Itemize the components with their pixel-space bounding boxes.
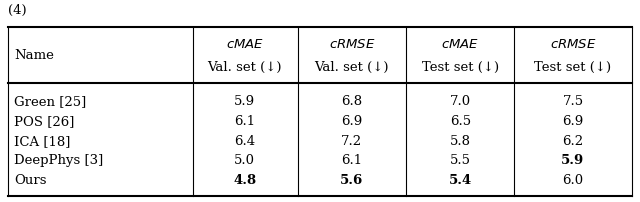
Text: 6.9: 6.9 — [341, 114, 362, 127]
Text: Name: Name — [14, 49, 54, 62]
Text: $cRMSE$: $cRMSE$ — [328, 37, 375, 50]
Text: 6.1: 6.1 — [234, 114, 255, 127]
Text: 5.8: 5.8 — [450, 134, 470, 147]
Text: 4.8: 4.8 — [233, 174, 257, 186]
Text: 5.6: 5.6 — [340, 174, 364, 186]
Text: 5.9: 5.9 — [234, 95, 255, 107]
Text: DeepPhys [3]: DeepPhys [3] — [14, 154, 104, 167]
Text: 6.2: 6.2 — [563, 134, 584, 147]
Text: Test set (↓): Test set (↓) — [534, 61, 612, 74]
Text: 6.5: 6.5 — [450, 114, 471, 127]
Text: 6.4: 6.4 — [234, 134, 255, 147]
Text: (4): (4) — [8, 4, 26, 17]
Text: 5.0: 5.0 — [234, 154, 255, 167]
Text: Ours: Ours — [14, 174, 47, 186]
Text: 5.4: 5.4 — [449, 174, 472, 186]
Text: $cRMSE$: $cRMSE$ — [550, 37, 596, 50]
Text: $cMAE$: $cMAE$ — [441, 37, 479, 50]
Text: 7.2: 7.2 — [341, 134, 362, 147]
Text: 6.9: 6.9 — [563, 114, 584, 127]
Text: Green [25]: Green [25] — [14, 95, 86, 107]
Text: 6.8: 6.8 — [341, 95, 362, 107]
Text: ICA [18]: ICA [18] — [14, 134, 70, 147]
Text: 6.1: 6.1 — [341, 154, 362, 167]
Text: Val. set (↓): Val. set (↓) — [207, 61, 282, 74]
Text: 5.9: 5.9 — [561, 154, 584, 167]
Text: 7.0: 7.0 — [450, 95, 471, 107]
Text: POS [26]: POS [26] — [14, 114, 74, 127]
Text: 7.5: 7.5 — [563, 95, 584, 107]
Text: $cMAE$: $cMAE$ — [226, 37, 264, 50]
Text: Val. set (↓): Val. set (↓) — [315, 61, 389, 74]
Text: 5.5: 5.5 — [450, 154, 470, 167]
Text: 6.0: 6.0 — [563, 174, 584, 186]
Text: Test set (↓): Test set (↓) — [422, 61, 499, 74]
